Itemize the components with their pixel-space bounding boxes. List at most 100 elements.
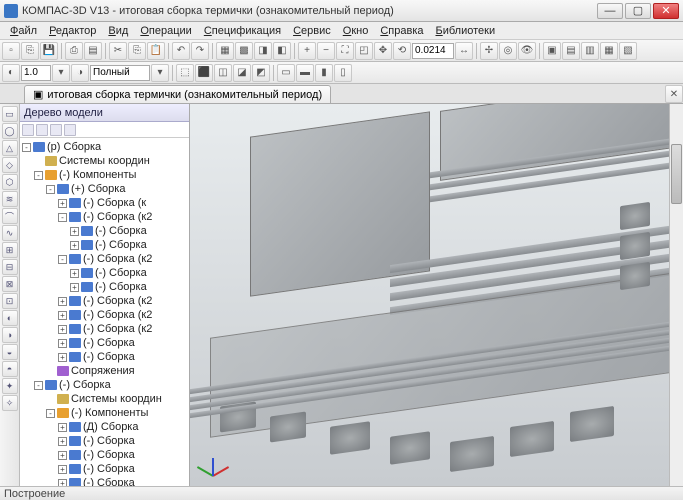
- linewidth-input[interactable]: [21, 65, 51, 81]
- tree-row[interactable]: +(-) Сборка: [20, 238, 189, 252]
- tree-toggle-icon[interactable]: +: [58, 451, 67, 460]
- tb-b4-icon[interactable]: ◧: [273, 42, 291, 60]
- tree-toggle-icon[interactable]: +: [58, 465, 67, 474]
- tree-toggle-icon[interactable]: +: [58, 339, 67, 348]
- tree-row[interactable]: +(-) Сборка: [20, 462, 189, 476]
- tree-row[interactable]: +(-) Сборка: [20, 224, 189, 238]
- tree-tb4-icon[interactable]: [64, 124, 76, 136]
- document-tab[interactable]: ▣ итоговая сборка термички (ознакомитель…: [24, 85, 331, 103]
- tree-toggle-icon[interactable]: +: [70, 269, 79, 278]
- tb-redo-icon[interactable]: ↷: [191, 42, 209, 60]
- tree-toggle-icon[interactable]: -: [58, 213, 67, 222]
- tb-print-icon[interactable]: ⎙: [65, 42, 83, 60]
- tree-row[interactable]: +(-) Сборка (к2: [20, 322, 189, 336]
- tb-pan-icon[interactable]: ✥: [374, 42, 392, 60]
- tb-undo-icon[interactable]: ↶: [172, 42, 190, 60]
- vtb-12-icon[interactable]: ◐: [2, 310, 18, 326]
- tb-e2-icon[interactable]: ⬛: [195, 64, 213, 82]
- tb-e3-icon[interactable]: ◫: [214, 64, 232, 82]
- vtb-0-icon[interactable]: ▭: [2, 106, 18, 122]
- tb-f2-icon[interactable]: ▬: [296, 64, 314, 82]
- tree-row[interactable]: -(-) Сборка: [20, 378, 189, 392]
- viewport-scrollbar[interactable]: [669, 104, 683, 486]
- tb-b1-icon[interactable]: ▦: [216, 42, 234, 60]
- tree-toggle-icon[interactable]: +: [58, 297, 67, 306]
- tree-toggle-icon[interactable]: -: [22, 143, 31, 152]
- vtb-11-icon[interactable]: ⊡: [2, 293, 18, 309]
- tb-c5-icon[interactable]: ▧: [619, 42, 637, 60]
- tb-b2-icon[interactable]: ▩: [235, 42, 253, 60]
- tree-tb2-icon[interactable]: [36, 124, 48, 136]
- viewport-3d[interactable]: [190, 104, 683, 486]
- tree-row[interactable]: +(Д) Сборка: [20, 420, 189, 434]
- tree-row[interactable]: -(-) Компоненты: [20, 406, 189, 420]
- tb-cut-icon[interactable]: ✂: [109, 42, 127, 60]
- tree-row[interactable]: +(-) Сборка (к2: [20, 308, 189, 322]
- tb-move-icon[interactable]: ✢: [480, 42, 498, 60]
- tree-toggle-icon[interactable]: -: [46, 409, 55, 418]
- tb-c4-icon[interactable]: ▦: [600, 42, 618, 60]
- close-button[interactable]: ✕: [653, 3, 679, 19]
- menu-спецификация[interactable]: Спецификация: [198, 25, 287, 37]
- tree-row[interactable]: +(-) Сборка: [20, 266, 189, 280]
- tree-toggle-icon[interactable]: +: [58, 423, 67, 432]
- tree-row[interactable]: +(-) Сборка (к: [20, 196, 189, 210]
- tb-style-dd-icon[interactable]: ▾: [151, 64, 169, 82]
- tb-e1-icon[interactable]: ⬚: [176, 64, 194, 82]
- scrollbar-thumb[interactable]: [671, 144, 682, 204]
- menu-сервис[interactable]: Сервис: [287, 25, 337, 37]
- tree-row[interactable]: Системы координ: [20, 392, 189, 406]
- tree-row[interactable]: -(р) Сборка: [20, 140, 189, 154]
- tree-toggle-icon[interactable]: +: [58, 437, 67, 446]
- tree-toggle-icon[interactable]: +: [58, 311, 67, 320]
- tree-toggle-icon[interactable]: -: [46, 185, 55, 194]
- tb-c2-icon[interactable]: ▤: [562, 42, 580, 60]
- tree-row[interactable]: +(-) Сборка: [20, 476, 189, 486]
- tb-copy-icon[interactable]: ⎘: [128, 42, 146, 60]
- menu-библиотеки[interactable]: Библиотеки: [430, 25, 502, 37]
- tree-toggle-icon[interactable]: +: [58, 353, 67, 362]
- vtb-15-icon[interactable]: ◓: [2, 361, 18, 377]
- tb-preview-icon[interactable]: ▤: [84, 42, 102, 60]
- tree-row[interactable]: +(-) Сборка: [20, 336, 189, 350]
- tb-e4-icon[interactable]: ◪: [233, 64, 251, 82]
- tree-row[interactable]: -(-) Компоненты: [20, 168, 189, 182]
- vtb-3-icon[interactable]: ◇: [2, 157, 18, 173]
- style-input[interactable]: [90, 65, 150, 81]
- minimize-button[interactable]: —: [597, 3, 623, 19]
- menu-справка[interactable]: Справка: [374, 25, 429, 37]
- tb-rotate-icon[interactable]: ⟲: [393, 42, 411, 60]
- tree-row[interactable]: +(-) Сборка: [20, 350, 189, 364]
- tree-row[interactable]: -(+) Сборка: [20, 182, 189, 196]
- vtb-2-icon[interactable]: △: [2, 140, 18, 156]
- vtb-17-icon[interactable]: ✧: [2, 395, 18, 411]
- tb-b3-icon[interactable]: ◨: [254, 42, 272, 60]
- tree-row[interactable]: Сопряжения: [20, 364, 189, 378]
- vtb-9-icon[interactable]: ⊟: [2, 259, 18, 275]
- vtb-5-icon[interactable]: ≋: [2, 191, 18, 207]
- tb-open-icon[interactable]: ⎘: [21, 42, 39, 60]
- coord-input[interactable]: [412, 43, 454, 59]
- tb-d1-icon[interactable]: ◐: [2, 64, 20, 82]
- menu-редактор[interactable]: Редактор: [43, 25, 102, 37]
- tree-row[interactable]: -(-) Сборка (к2: [20, 252, 189, 266]
- model-tree[interactable]: -(р) СборкаСистемы координ-(-) Компонент…: [20, 138, 189, 486]
- tb-step-icon[interactable]: ↔: [455, 42, 473, 60]
- tree-toggle-icon[interactable]: -: [34, 381, 43, 390]
- tb-width-dd-icon[interactable]: ▾: [52, 64, 70, 82]
- tree-row[interactable]: +(-) Сборка: [20, 280, 189, 294]
- tree-toggle-icon[interactable]: +: [70, 241, 79, 250]
- tree-toggle-icon[interactable]: +: [70, 227, 79, 236]
- tree-tb3-icon[interactable]: [50, 124, 62, 136]
- tb-look-icon[interactable]: 👁: [518, 42, 536, 60]
- tb-orbit-icon[interactable]: ◎: [499, 42, 517, 60]
- menu-вид[interactable]: Вид: [102, 25, 134, 37]
- tb-e5-icon[interactable]: ◩: [252, 64, 270, 82]
- vtb-16-icon[interactable]: ✦: [2, 378, 18, 394]
- vtb-1-icon[interactable]: ◯: [2, 123, 18, 139]
- vtb-14-icon[interactable]: ◒: [2, 344, 18, 360]
- tb-zoom-win-icon[interactable]: ◰: [355, 42, 373, 60]
- vtb-4-icon[interactable]: ⬡: [2, 174, 18, 190]
- tree-toggle-icon[interactable]: +: [70, 283, 79, 292]
- tree-toggle-icon[interactable]: +: [58, 479, 67, 487]
